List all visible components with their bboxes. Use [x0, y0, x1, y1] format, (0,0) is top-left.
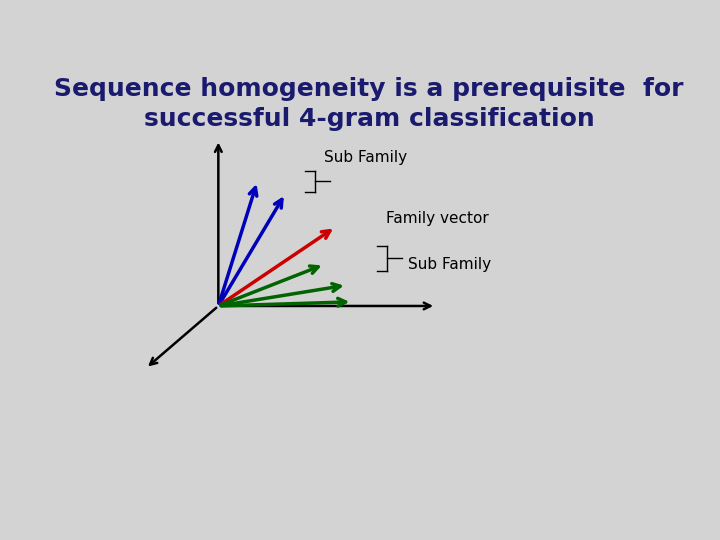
Text: Sub Family: Sub Family	[408, 257, 491, 272]
Text: Sequence homogeneity is a prerequisite  for
successful 4-gram classification: Sequence homogeneity is a prerequisite f…	[54, 77, 684, 131]
Text: Sub Family: Sub Family	[324, 150, 408, 165]
Text: Family vector: Family vector	[386, 211, 488, 226]
